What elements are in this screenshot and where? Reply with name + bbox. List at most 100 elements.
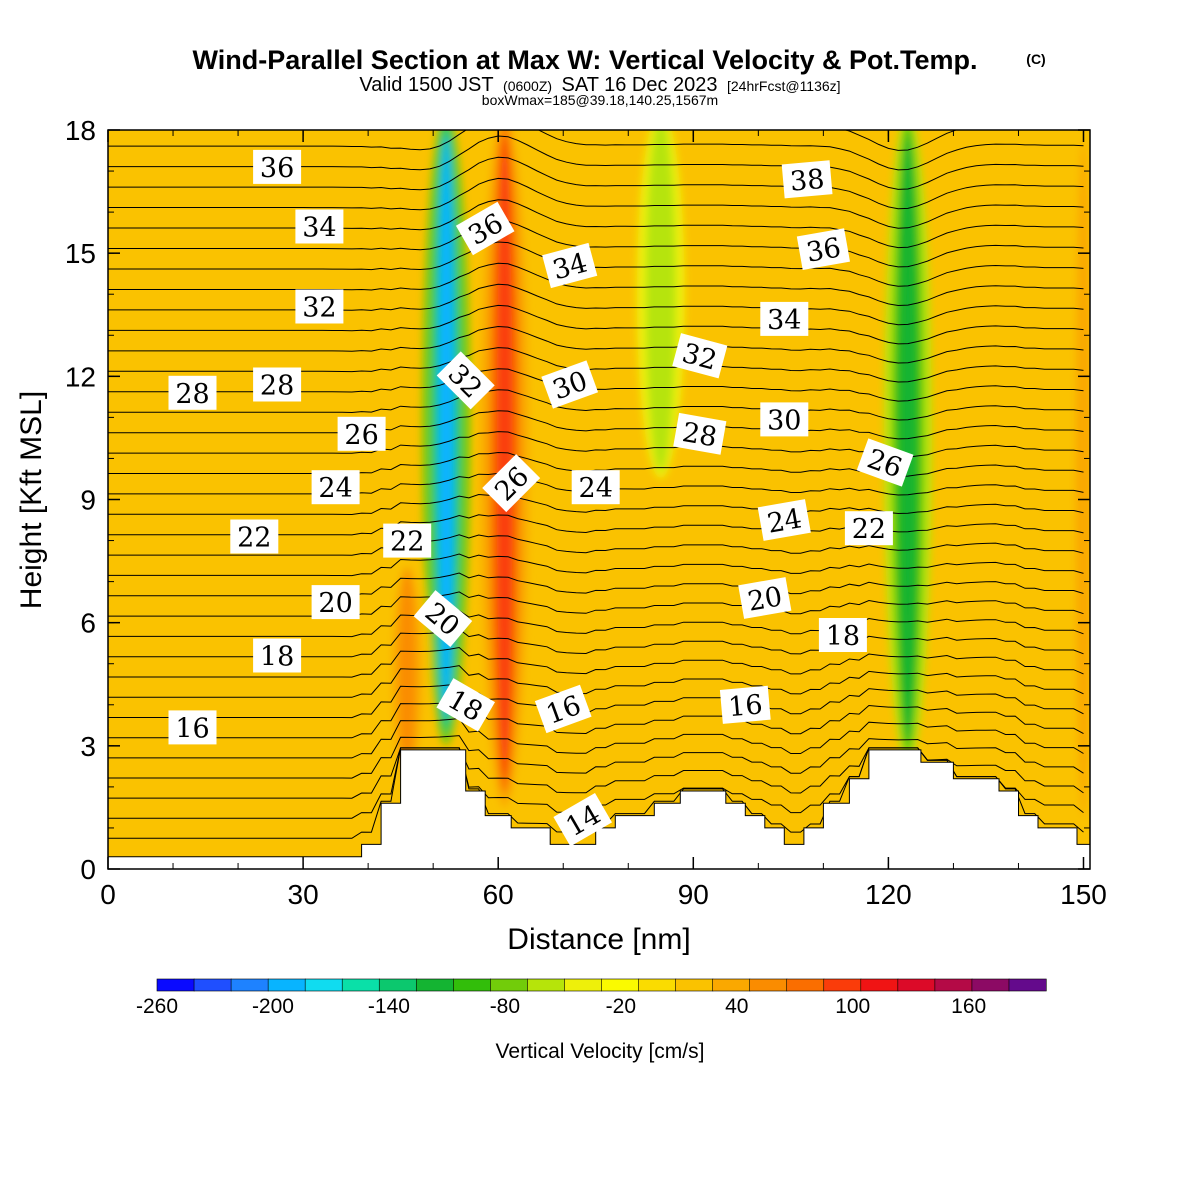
colorbar-swatch xyxy=(675,978,714,992)
contour-label-box xyxy=(553,792,612,847)
x-axis-label: Distance [nm] xyxy=(507,923,690,956)
w-updraft-4 xyxy=(399,570,416,778)
theta-contour-line xyxy=(108,610,1084,638)
theta-contour-line xyxy=(108,220,1084,268)
contour-label-box xyxy=(856,438,914,487)
colorbar-swatch xyxy=(378,978,417,992)
colorbar-tick-label: 40 xyxy=(725,995,748,1018)
colorbar-swatch xyxy=(601,978,640,992)
contour-label-box xyxy=(455,201,515,256)
theta-contour-line xyxy=(108,130,1084,171)
contour-label-text: 22 xyxy=(390,527,424,558)
contour-label-box xyxy=(672,333,728,379)
contour-label-text: 28 xyxy=(680,417,719,453)
theta-contour-line xyxy=(108,493,1084,516)
theta-contour-line xyxy=(108,665,1084,698)
x-tick-label: 150 xyxy=(1060,879,1107,910)
contour-label-box xyxy=(253,367,302,402)
contour-label: 16 xyxy=(534,684,592,734)
colorbar-swatch xyxy=(193,978,232,992)
contour-label: 22 xyxy=(230,519,279,554)
terrain xyxy=(108,749,1090,869)
vertical-velocity-field xyxy=(383,130,1090,848)
theta-contour-line xyxy=(108,534,1084,556)
contour-label: 22 xyxy=(844,511,893,546)
contour-label-text: 16 xyxy=(175,713,209,744)
y-tick-label: 18 xyxy=(65,115,96,146)
contour-label-box xyxy=(719,685,771,724)
subtitle-date: SAT 16 Dec 2023 xyxy=(562,74,718,96)
contour-label: 34 xyxy=(295,209,344,244)
contour-label: 32 xyxy=(295,289,344,324)
contour-label-box xyxy=(413,590,473,648)
contour-label: 18 xyxy=(818,618,867,652)
theta-contour-line xyxy=(108,177,1084,229)
contour-label: 16 xyxy=(168,710,217,745)
contour-label-box xyxy=(168,710,217,745)
contour-label-box xyxy=(436,351,495,410)
y-tick-label: 3 xyxy=(80,731,96,762)
x-tick-label: 0 xyxy=(100,879,116,910)
x-tick-label: 90 xyxy=(678,879,709,910)
theta-contour-line xyxy=(108,572,1084,597)
colorbar-swatch xyxy=(712,978,751,992)
contour-label-box xyxy=(534,684,592,734)
colorbar-swatch xyxy=(156,978,195,992)
contour-label: 34 xyxy=(760,301,809,336)
title-mark: (C) xyxy=(1026,51,1045,67)
colorbar-swatch xyxy=(638,978,677,992)
contour-label-text: 22 xyxy=(237,523,271,554)
colorbar-swatch xyxy=(971,978,1010,992)
colorbar-swatch xyxy=(304,978,343,992)
colorbar-swatch xyxy=(1008,978,1047,992)
colorbar-tick-label: -20 xyxy=(606,995,636,1018)
contour-label-box xyxy=(383,523,432,558)
colorbar-tick-label: 100 xyxy=(835,995,870,1018)
contour-label-text: 24 xyxy=(765,503,804,539)
contour-label: 24 xyxy=(757,499,811,541)
theta-contour-line xyxy=(108,700,1084,739)
colorbar-swatch xyxy=(341,978,380,992)
contour-label: 16 xyxy=(719,685,771,724)
theta-contour-line xyxy=(108,735,1084,779)
contour-label: 18 xyxy=(253,638,302,673)
theta-contour-line xyxy=(108,451,1084,477)
contour-label-text: 16 xyxy=(727,689,764,723)
contour-label-text: 28 xyxy=(260,371,294,402)
contour-label: 30 xyxy=(760,402,809,437)
contour-label-box xyxy=(673,412,727,455)
contour-label-text: 34 xyxy=(302,213,336,244)
theta-contour-line xyxy=(108,304,1084,345)
colorbar: -260 -200 -140 -80 -20 40 100 160 xyxy=(136,978,1047,1018)
contour-label-box xyxy=(253,149,302,184)
theta-contour-line xyxy=(108,262,1084,307)
contour-label: 36 xyxy=(796,228,850,271)
contour-label-text: 30 xyxy=(767,405,801,436)
contour-label: 24 xyxy=(571,470,620,505)
colorbar-label: Vertical Velocity [cm/s] xyxy=(496,1040,705,1063)
contour-label: 24 xyxy=(311,470,360,505)
subtitle-forecast: [24hrFcst@1136z] xyxy=(727,78,841,94)
contour-label: 22 xyxy=(383,523,432,558)
contour-label: 28 xyxy=(253,367,302,402)
theta-contour-line xyxy=(108,553,1084,577)
contour-label-box xyxy=(757,499,811,541)
contour-label: 28 xyxy=(673,412,727,455)
chart-subtitle: Valid 1500 JST (0600Z) SAT 16 Dec 2023 [… xyxy=(359,74,840,96)
contour-label-box xyxy=(295,289,344,324)
colorbar-swatch xyxy=(490,978,529,992)
subtitle-valid: Valid 1500 JST xyxy=(359,74,493,96)
contour-label-text: 34 xyxy=(767,305,801,336)
contour-label: 28 xyxy=(168,375,217,410)
colorbar-swatch xyxy=(230,978,269,992)
theta-contour-line xyxy=(108,199,1084,249)
colorbar-swatch xyxy=(453,978,491,992)
contour-label: 20 xyxy=(311,585,360,620)
x-tick-label: 60 xyxy=(483,879,514,910)
x-axis: 0 30 60 90 120 150 xyxy=(100,130,1107,910)
y-tick-label: 9 xyxy=(80,485,96,516)
colorbar-swatch xyxy=(934,978,973,992)
